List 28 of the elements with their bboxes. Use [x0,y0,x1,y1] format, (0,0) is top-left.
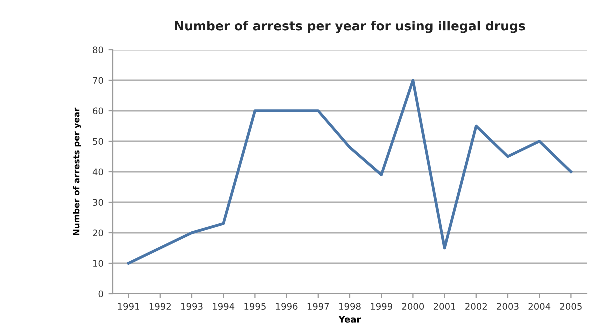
y-axis-title: Number of arrests per year [73,108,82,236]
x-tick-label: 1999 [371,303,392,310]
chart-title: Number of arrests per year for using illegal drugs [175,21,526,34]
x-tick-label: 2001 [434,303,456,310]
x-tick-label: 1996 [276,303,298,310]
y-tick-label: 0 [98,290,104,298]
y-tick-label: 40 [92,168,104,176]
x-tick-label: 1994 [213,303,235,310]
line-series [127,79,573,265]
y-tick-label: 60 [93,108,104,115]
y-tick-label: 10 [93,260,104,268]
x-tick-label: 2000 [402,303,424,310]
y-tick-label: 50 [93,138,104,146]
y-tick-label: 20 [93,230,104,237]
y-tick-label: 70 [93,77,104,84]
x-tick-label: 2005 [560,303,582,310]
y-tick-label: 30 [93,199,104,206]
y-tick-label: 80 [93,46,104,54]
x-tick-label: 2002 [466,303,487,310]
x-tick-label: 1995 [244,303,266,310]
x-tick-label: 1992 [150,303,171,310]
x-tick-label: 1998 [340,303,361,310]
x-tick-label: 1997 [308,303,330,310]
x-tick-label: 2004 [528,303,551,310]
x-tick-label: 1993 [182,303,203,310]
x-tick-label: 2003 [497,303,519,310]
x-tick-label: 1991 [118,303,140,310]
x-axis-title: Year [338,316,362,323]
